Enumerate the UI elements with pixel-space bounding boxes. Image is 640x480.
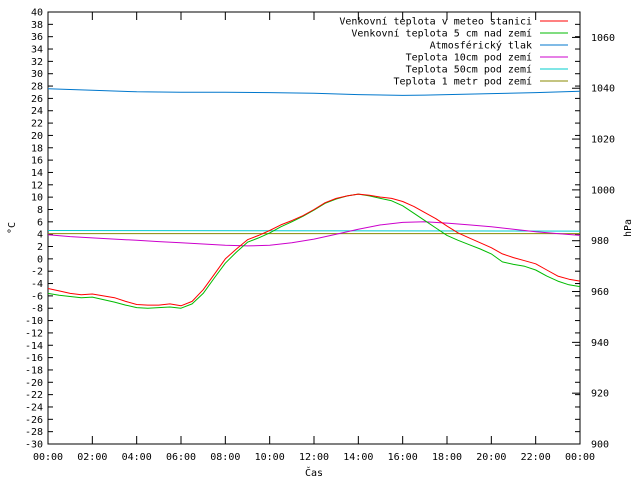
y-left-tick-label: 16 <box>31 156 43 167</box>
x-tick-label: 10:00 <box>255 452 285 463</box>
legend-label: Teplota 10cm pod zemí <box>406 52 532 64</box>
y-right-tick-label: 1000 <box>591 185 615 196</box>
series-line-1 <box>47 193 581 307</box>
y-left-tick-label: 32 <box>31 57 43 68</box>
y-left-tick-label: -24 <box>25 402 43 413</box>
y-right-tick-label: 940 <box>591 338 609 349</box>
x-tick-label: 16:00 <box>388 452 418 463</box>
y-left-tick-label: 38 <box>31 20 43 31</box>
y-left-tick-label: 8 <box>37 205 43 216</box>
x-tick-label: 04:00 <box>122 452 152 463</box>
y-left-tick-label: 26 <box>31 94 43 105</box>
y-right-tick-label: 1020 <box>591 135 615 146</box>
y-left-tick-label: 4 <box>37 230 43 241</box>
legend-label: Venkovní teplota v meteo stanici <box>339 16 532 28</box>
y-left-tick-label: 36 <box>31 32 43 43</box>
y-left-tick-label: -8 <box>31 304 43 315</box>
y-left-tick-label: -14 <box>25 341 43 352</box>
y-left-tick-label: 14 <box>31 168 43 179</box>
x-tick-label: 14:00 <box>343 452 373 463</box>
y-left-tick-label: -20 <box>25 378 43 389</box>
x-axis-label: Čas <box>305 466 323 479</box>
legend-label: Atmosférický tlak <box>430 40 532 52</box>
series-line-4 <box>47 221 581 247</box>
legend-label: Teplota 1 metr pod zemí <box>394 76 532 88</box>
y-left-tick-label: -12 <box>25 328 43 339</box>
y-left-tick-label: -2 <box>31 267 43 278</box>
y-left-tick-label: 22 <box>31 119 43 130</box>
y-right-tick-label: 920 <box>591 389 609 400</box>
y-left-tick-label: 28 <box>31 82 43 93</box>
y-right-tick-label: 960 <box>591 287 609 298</box>
y-right-tick-label: 1060 <box>591 33 615 44</box>
x-tick-label: 20:00 <box>476 452 506 463</box>
y-axis-right-label: hPa <box>623 219 634 237</box>
y-left-tick-label: 10 <box>31 193 43 204</box>
y-left-tick-label: -16 <box>25 353 43 364</box>
y-left-tick-label: -10 <box>25 316 43 327</box>
y-right-tick-label: 980 <box>591 236 609 247</box>
y-left-tick-label: 40 <box>31 8 43 19</box>
legend-label: Teplota 50cm pod zemí <box>406 64 532 76</box>
x-tick-label: 18:00 <box>432 452 462 463</box>
y-left-tick-label: 34 <box>31 45 43 56</box>
y-right-tick-label: 1040 <box>591 84 615 95</box>
x-tick-label: 00:00 <box>565 452 595 463</box>
y-axis-left-label: °C <box>7 222 18 234</box>
x-tick-label: 02:00 <box>77 452 107 463</box>
y-left-tick-label: -30 <box>25 440 43 451</box>
y-left-tick-label: 2 <box>37 242 43 253</box>
y-left-tick-label: -18 <box>25 365 43 376</box>
y-left-tick-label: 12 <box>31 180 43 191</box>
y-left-tick-label: -28 <box>25 427 43 438</box>
y-left-tick-label: 20 <box>31 131 43 142</box>
x-tick-label: 00:00 <box>33 452 63 463</box>
y-left-tick-label: -4 <box>31 279 43 290</box>
y-left-tick-label: 6 <box>37 217 43 228</box>
y-left-tick-label: -22 <box>25 390 43 401</box>
y-left-tick-label: -26 <box>25 415 43 426</box>
x-tick-label: 12:00 <box>299 452 329 463</box>
y-left-tick-label: 24 <box>31 106 43 117</box>
series-line-3 <box>47 88 581 96</box>
y-left-tick-label: 0 <box>37 254 43 265</box>
y-right-tick-label: 900 <box>591 440 609 451</box>
legend-label: Venkovní teplota 5 cm nad zemí <box>351 28 532 40</box>
series-line-5 <box>47 230 581 232</box>
x-tick-label: 06:00 <box>166 452 196 463</box>
y-left-tick-label: 30 <box>31 69 43 80</box>
series-line-2 <box>47 193 581 309</box>
y-left-tick-label: 18 <box>31 143 43 154</box>
y-left-tick-label: -6 <box>31 291 43 302</box>
x-tick-label: 08:00 <box>210 452 240 463</box>
x-tick-label: 22:00 <box>521 452 551 463</box>
